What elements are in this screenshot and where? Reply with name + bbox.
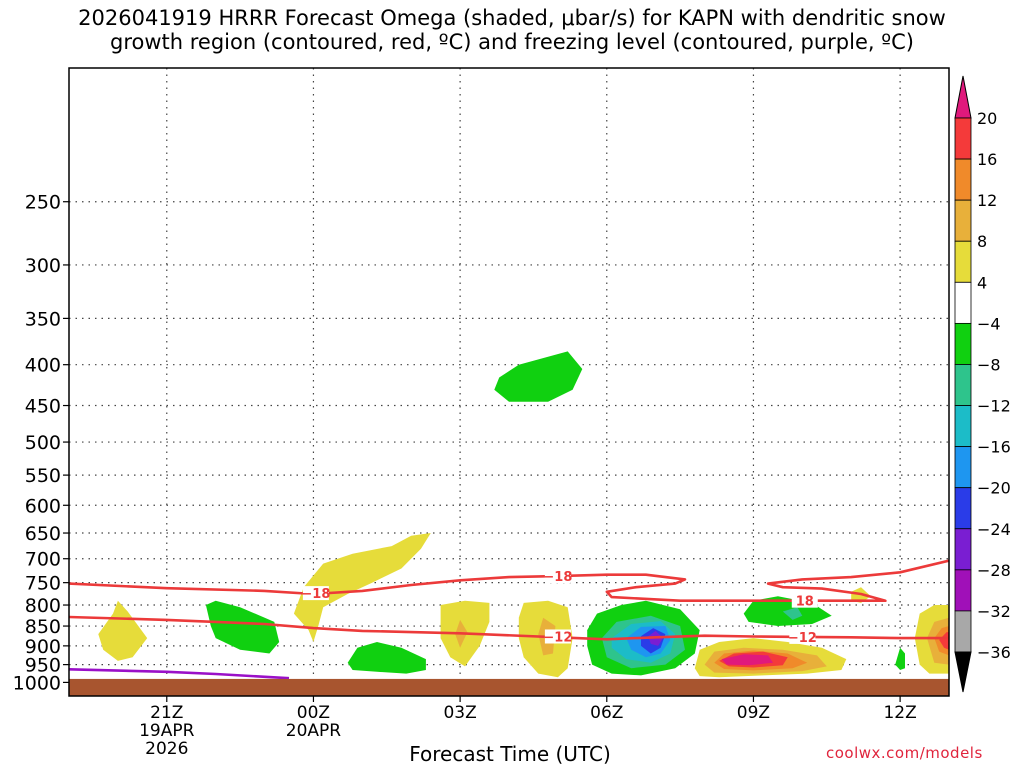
colorbar-bin-8 <box>954 446 972 489</box>
y-tick-label-300: 300 <box>25 255 61 277</box>
y-tick-label-750: 750 <box>25 573 61 595</box>
contour-label-1-3: −12 <box>543 630 572 645</box>
y-tick-label-850: 850 <box>25 616 61 638</box>
contour-label-bg-1-0 <box>302 586 329 601</box>
freezing-contour-0 <box>69 668 290 680</box>
colorbar-label-9: −20 <box>977 479 1011 498</box>
chart-title-line-2: growth region (contoured, red, ºC) and f… <box>110 30 914 54</box>
omega-region-0 <box>494 351 583 402</box>
y-tick-label-1000: 1000 <box>13 672 61 694</box>
colorbar-label-0: 20 <box>977 109 997 128</box>
omega-region-27 <box>939 632 949 650</box>
colorbar-label-4: 4 <box>977 273 987 292</box>
y-tick-label-800: 800 <box>25 595 61 617</box>
contour-label-bg-1-3 <box>544 629 571 644</box>
colorbar-bin-4 <box>954 281 972 324</box>
y-tick-label-350: 350 <box>25 308 61 330</box>
colorbar-label-8: −16 <box>977 438 1011 457</box>
contour-label-bg-1-4 <box>789 629 816 644</box>
omega-region-23 <box>895 647 905 670</box>
colorbar-bin-11 <box>954 569 972 612</box>
colorbar-bin-12 <box>954 610 972 653</box>
chart-title-line-1: 2026041919 HRRR Forecast Omega (shaded, … <box>78 6 946 30</box>
colorbar-top-arrow <box>954 75 972 119</box>
colorbar: 20 16 12 8 4 −4 −8 −12 −16 −20 −24 −28 −32 −36 <box>954 75 1011 693</box>
colorbar-bin-6 <box>954 364 972 406</box>
x-tick-label-8-0: 03Z <box>443 703 476 723</box>
colorbar-label-2: 12 <box>977 191 997 210</box>
x-tick-label-5-1: 20APR <box>286 721 342 741</box>
contour-label-bg-1-2 <box>791 593 818 608</box>
colorbar-label-5: −4 <box>977 314 1001 333</box>
x-tick-label-2-2: 2026 <box>145 739 188 759</box>
colorbar-label-6: −8 <box>977 355 1001 374</box>
dgz-contour-0 <box>69 559 949 602</box>
y-tick-label-600: 600 <box>25 495 61 517</box>
omega-region-4 <box>347 642 426 674</box>
contour-label-1-2: 18 <box>796 595 814 610</box>
colorbar-label-13: −36 <box>977 643 1011 662</box>
x-tick-label-5-0: 00Z <box>297 703 330 723</box>
y-tick-label-250: 250 <box>25 192 61 214</box>
colorbar-bin-2 <box>954 199 972 242</box>
contour-label-1-4: −12 <box>788 631 817 646</box>
y-tick-label-950: 950 <box>25 655 61 677</box>
x-tick-label-17-0: 12Z <box>883 703 916 723</box>
colorbar-bin-1 <box>954 158 972 201</box>
dgz-contour-1 <box>69 615 949 641</box>
colorbar-bottom-arrow <box>954 651 972 693</box>
contour-label-1-0: −18 <box>301 587 330 602</box>
terrain-ground <box>69 678 949 696</box>
x-tick-label-2-1: 19APR <box>139 721 195 741</box>
omega-region-2 <box>205 600 280 654</box>
omega-region-1 <box>98 600 148 661</box>
colorbar-label-3: 8 <box>977 232 987 251</box>
y-tick-label-900: 900 <box>25 636 61 658</box>
x-tick-label-11-0: 06Z <box>590 703 623 723</box>
x-axis-label: Forecast Time (UTC) <box>409 742 611 766</box>
colorbar-bin-7 <box>954 405 972 448</box>
colorbar-bin-9 <box>954 487 972 530</box>
y-tick-label-550: 550 <box>25 465 61 487</box>
contour-label-1-1: −18 <box>543 570 572 585</box>
colorbar-bin-10 <box>954 528 972 571</box>
omega-region-3 <box>293 533 431 642</box>
colorbar-bin-0 <box>954 117 972 160</box>
plot-frame <box>68 67 950 697</box>
x-tick-label-14-0: 09Z <box>737 703 770 723</box>
plot-area: −18 −18 18 −12 −12 <box>69 68 949 696</box>
omega-region-21 <box>782 607 803 620</box>
colorbar-bin-3 <box>954 240 972 283</box>
omega-region-19 <box>721 654 773 666</box>
colorbar-label-10: −24 <box>977 520 1011 539</box>
x-tick-label-2-0: 21Z <box>150 703 183 723</box>
colorbar-bin-5 <box>954 322 972 365</box>
y-tick-label-400: 400 <box>25 355 61 377</box>
colorbar-label-7: −12 <box>977 397 1011 416</box>
y-tick-label-450: 450 <box>25 396 61 418</box>
colorbar-label-11: −28 <box>977 561 1011 580</box>
y-tick-label-700: 700 <box>25 549 61 571</box>
y-tick-label-650: 650 <box>25 523 61 545</box>
credit-text: coolwx.com/models <box>826 744 983 762</box>
contour-label-bg-1-1 <box>544 569 571 584</box>
colorbar-label-12: −32 <box>977 602 1011 621</box>
colorbar-label-1: 16 <box>977 150 997 169</box>
y-tick-label-500: 500 <box>25 432 61 454</box>
